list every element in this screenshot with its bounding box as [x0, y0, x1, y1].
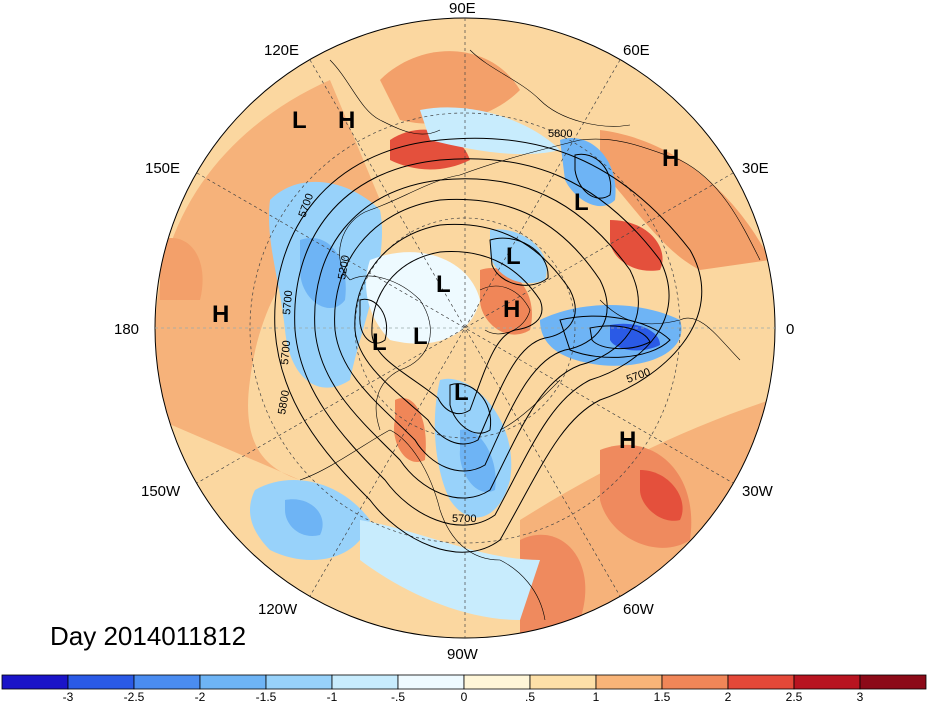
colorbar-tick-label: -1.5 — [256, 690, 277, 702]
high-center-label: H — [503, 296, 520, 323]
lon-label-150w: 150W — [141, 483, 181, 500]
low-center-label: L — [372, 329, 387, 356]
contour-label: 5800 — [548, 128, 572, 140]
pressure-centers: L H H L L L H H L L L H — [212, 107, 679, 454]
lon-label-0: 0 — [786, 321, 794, 338]
colorbar-swatch — [595, 674, 663, 690]
colorbar-tick-label: -.5 — [391, 690, 405, 702]
colorbar-tick-label: -1 — [327, 690, 338, 702]
lon-label-60w: 60W — [623, 601, 655, 618]
colorbar-tick-label: 1 — [593, 690, 600, 702]
colorbar-swatch — [199, 674, 267, 690]
date-label: Day 2014011812 — [50, 621, 246, 651]
contour-label: 5700 — [452, 513, 476, 525]
colorbar-swatch — [265, 674, 333, 690]
colorbar-swatch — [331, 674, 399, 690]
low-center-label: L — [506, 243, 521, 270]
colorbar-swatch — [727, 674, 795, 690]
colorbar-tick-label: 0 — [461, 690, 468, 702]
colorbar-tick-label: 2.5 — [786, 690, 803, 702]
lon-label-120e: 120E — [264, 42, 299, 59]
colorbar-swatch — [67, 674, 135, 690]
colorbar-tick-label: -2 — [195, 690, 206, 702]
colorbar-swatch — [793, 674, 861, 690]
lon-label-60e: 60E — [623, 42, 650, 59]
coastlines — [299, 49, 761, 621]
colorbar-swatch — [463, 674, 531, 690]
lon-label-90w: 90W — [447, 646, 479, 663]
contour-label: 5200 — [336, 254, 352, 280]
lon-label-30e: 30E — [742, 160, 769, 177]
high-center-label: H — [338, 107, 355, 134]
high-center-label: H — [662, 145, 679, 172]
colorbar-tick-label: 1.5 — [654, 690, 671, 702]
colorbar-tick-label: -3 — [63, 690, 74, 702]
lon-label-120w: 120W — [258, 601, 298, 618]
colorbar-swatch — [529, 674, 597, 690]
colorbar-swatch — [1, 674, 69, 690]
low-center-label: L — [436, 271, 451, 298]
colorbar-swatch — [661, 674, 729, 690]
low-center-label: L — [413, 323, 428, 350]
lon-label-150e: 150E — [145, 160, 180, 177]
high-center-label: H — [212, 301, 229, 328]
contour-label: 5700 — [281, 290, 295, 315]
low-center-label: L — [454, 379, 469, 406]
colorbar-tick-label: 3 — [857, 690, 864, 702]
contour-label: 5800 — [276, 389, 292, 415]
colorbar-swatch — [859, 674, 927, 690]
height-contours — [274, 137, 703, 553]
contour-label: 5700 — [279, 340, 293, 365]
lon-label-180: 180 — [114, 321, 139, 338]
low-center-label: L — [292, 107, 307, 134]
colorbar-swatch — [133, 674, 201, 690]
colorbar-tick-label: .5 — [525, 690, 535, 702]
high-center-label: H — [619, 427, 636, 454]
meridian-lines — [155, 18, 775, 638]
lon-label-90e: 90E — [449, 0, 476, 17]
colorbar-swatch — [397, 674, 465, 690]
colorbar: -3 -2.5 -2 -1.5 -1 -.5 0 .5 1 1.5 2 2.5 3 — [1, 674, 927, 702]
colorbar-tick-label: 2 — [725, 690, 732, 702]
colorbar-tick-label: -2.5 — [124, 690, 145, 702]
longitude-labels: 90E 60E 30E 0 30W 60W 90W 120W 150W 180 … — [114, 0, 794, 663]
lon-label-30w: 30W — [742, 483, 774, 500]
low-center-label: L — [574, 189, 589, 216]
